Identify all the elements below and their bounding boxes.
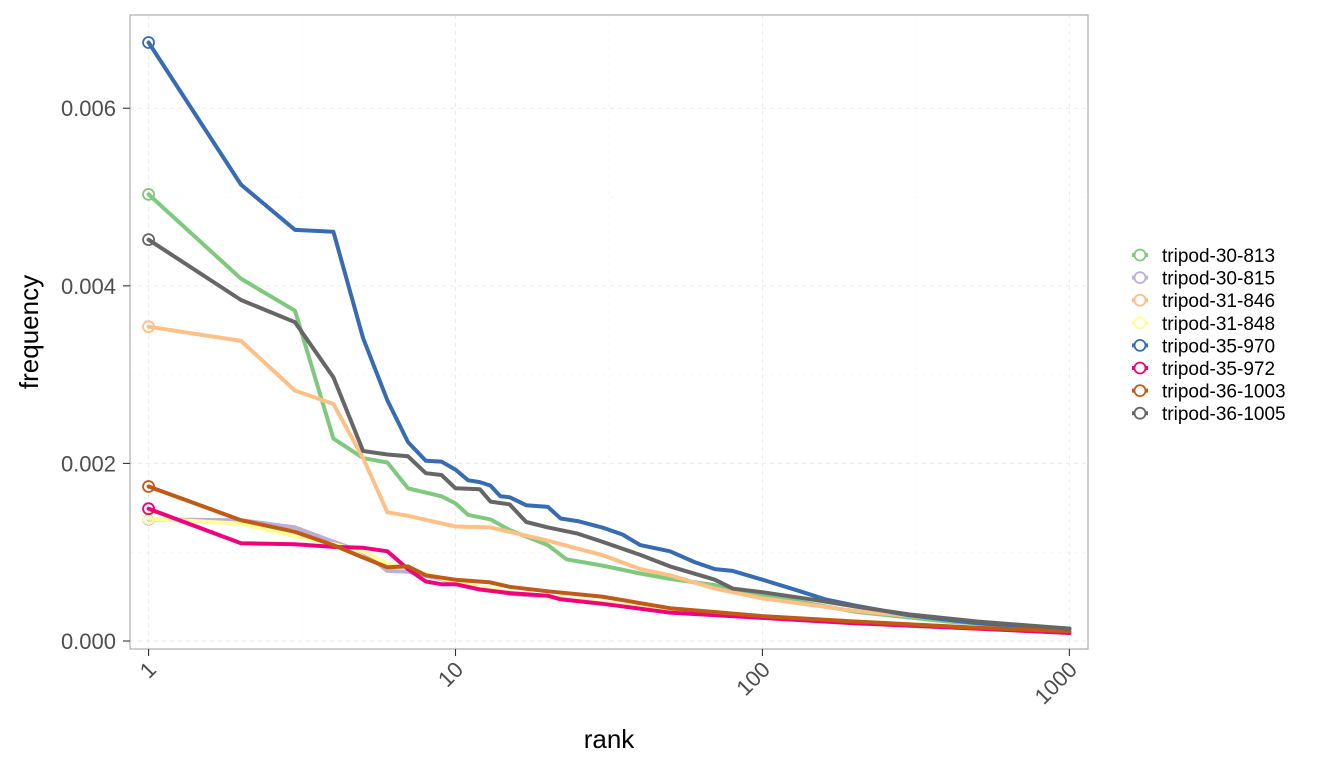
y-tick-label: 0.000: [61, 629, 116, 654]
series-marker: [142, 36, 155, 49]
legend-label: tripod-36-1005: [1162, 404, 1286, 425]
y-axis-ticks: 0.000 0.002 0.004 0.006: [61, 96, 130, 654]
series-line: [146, 324, 1072, 633]
legend-label: tripod-30-813: [1162, 246, 1275, 267]
legend-key-marker: [1133, 271, 1147, 285]
legend-label: tripod-36-1003: [1162, 382, 1286, 403]
series-marker: [142, 320, 155, 334]
plot-panel-border: [129, 14, 1089, 650]
series-marker: [142, 512, 155, 525]
x-axis-title: rank: [584, 724, 636, 754]
legend-label: tripod-35-972: [1162, 359, 1275, 380]
series-line: [146, 484, 1072, 634]
y-tick-label: 0.004: [61, 274, 116, 299]
legend-key-marker: [1133, 338, 1147, 352]
y-axis-title: frequency: [14, 275, 44, 389]
legend-key-marker: [1133, 316, 1147, 330]
series-line: [146, 237, 1072, 631]
series-line: [146, 40, 1072, 631]
legend: tripod-30-813tripod-30-815tripod-31-846t…: [1132, 246, 1286, 425]
legend-label: tripod-35-970: [1162, 336, 1275, 357]
series-marker: [142, 233, 155, 247]
y-tick-label: 0.006: [61, 96, 116, 121]
legend-key-marker: [1133, 384, 1147, 398]
y-tick-label: 0.002: [61, 451, 116, 476]
legend-key-marker: [1133, 406, 1147, 420]
legend-key-marker: [1133, 248, 1147, 262]
series-marker: [142, 502, 155, 516]
legend-label: tripod-31-846: [1162, 291, 1275, 312]
legend-key-marker: [1133, 361, 1147, 375]
series-marker: [142, 187, 155, 201]
legend-label: tripod-31-848: [1162, 314, 1275, 335]
series-marker: [142, 480, 155, 493]
legend-label: tripod-30-815: [1162, 269, 1275, 290]
series-lines: [142, 36, 1072, 635]
legend-key-marker: [1133, 293, 1147, 307]
